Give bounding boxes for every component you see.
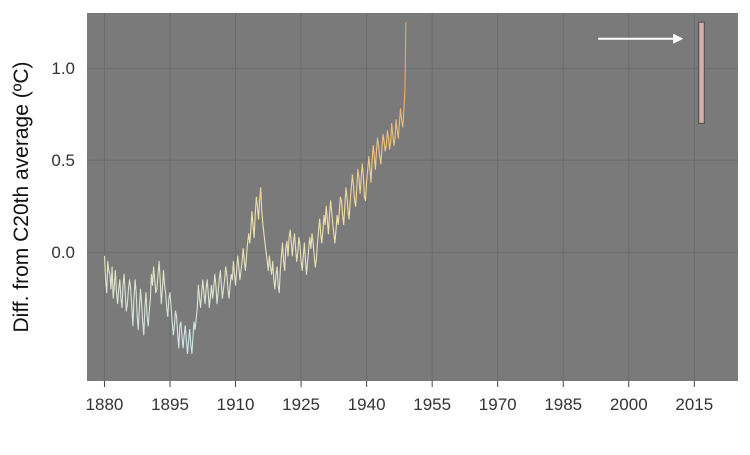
x-tick-label: 1895 [151, 395, 189, 414]
highlight-box [698, 21, 705, 124]
series-layer [103, 22, 407, 354]
x-tick-label: 1985 [544, 395, 582, 414]
y-tick-label: 0.5 [51, 151, 75, 170]
x-tick-label: 1970 [479, 395, 517, 414]
y-tick-label: 1.0 [51, 59, 75, 78]
x-tick-label: 1925 [282, 395, 320, 414]
x-axis: 1880 1895 1910 1925 1940 1955 1970 1985 2000 2015 [86, 381, 713, 414]
x-tick-label: 2000 [610, 395, 648, 414]
temperature-series-line [103, 22, 407, 354]
plot-background [87, 13, 738, 381]
annotation-layer [598, 21, 705, 124]
y-axis-label: Diff. from C20th average (ºC) [10, 61, 33, 332]
x-tick-label: 1940 [348, 395, 386, 414]
x-tick-label: 1880 [86, 395, 124, 414]
y-tick-label: 0.0 [51, 243, 75, 262]
gridlines [87, 13, 738, 381]
x-tick-label: 1910 [217, 395, 255, 414]
y-axis: 0.0 0.5 1.0 [51, 59, 75, 262]
x-tick-label: 1955 [413, 395, 451, 414]
x-tick-label: 2015 [675, 395, 713, 414]
